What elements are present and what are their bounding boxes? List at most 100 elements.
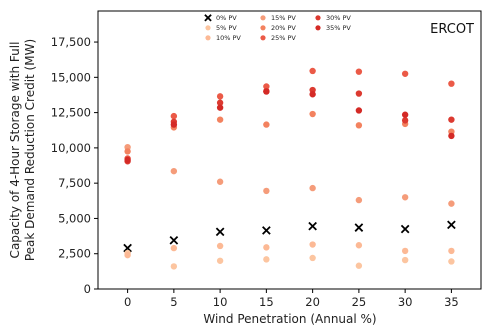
data-point	[216, 242, 224, 250]
data-point	[355, 68, 363, 75]
data-point	[448, 80, 455, 87]
x-tick-label: 30	[398, 295, 413, 309]
data-point	[216, 116, 224, 123]
legend-marker	[315, 25, 321, 31]
legend-item: 25% PV	[260, 34, 296, 42]
data-point	[448, 200, 455, 207]
legend-item: 10% PV	[205, 34, 241, 42]
chart-annotation: ERCOT	[430, 22, 474, 37]
data-point	[448, 116, 455, 123]
data-point	[170, 244, 178, 252]
legend-label: 5% PV	[216, 24, 237, 32]
data-point	[263, 244, 270, 251]
data-point	[215, 227, 225, 237]
y-tick-label: 15,000	[51, 70, 91, 84]
plot-frame	[97, 10, 482, 290]
data-point	[216, 104, 224, 111]
y-axis-label-line-1: Capacity of 4-Hour Storage with Full	[8, 42, 22, 259]
series-2	[124, 241, 455, 259]
data-point	[354, 223, 364, 232]
data-point	[216, 178, 224, 185]
legend-marker	[205, 35, 211, 41]
x-tick-label: 0	[124, 295, 131, 309]
legend-item: 35% PV	[315, 24, 351, 32]
x-marker-stroke	[123, 243, 132, 253]
data-point	[448, 258, 455, 265]
legend-label: 10% PV	[216, 34, 241, 42]
x-marker-stroke	[169, 235, 179, 245]
series-7	[124, 88, 455, 164]
data-point	[401, 256, 409, 264]
y-tick-label: 17,500	[51, 35, 91, 49]
legend: 0% PV 5% PV 10% PV 15% PV 20% PV 25% PV 30% PV…	[204, 14, 351, 42]
plot-area	[97, 10, 482, 290]
legend-item: 15% PV	[260, 14, 296, 22]
data-point	[309, 184, 316, 192]
legend-item: 0% PV	[204, 14, 237, 22]
data-point	[448, 247, 455, 255]
x-tick-label: 5	[170, 295, 177, 309]
data-point	[448, 132, 455, 140]
data-point	[216, 99, 224, 106]
x-tick-label: 35	[444, 295, 459, 309]
y-tick-label: 2,500	[58, 247, 91, 261]
data-point	[309, 110, 316, 118]
legend-item: 30% PV	[315, 14, 351, 22]
x-marker-stroke	[204, 14, 212, 22]
x-marker-stroke	[262, 226, 271, 235]
data-point	[124, 148, 131, 155]
data-point	[309, 67, 316, 75]
x-tick-label: 10	[213, 295, 228, 309]
data-point	[309, 91, 316, 98]
x-axis: 0 5 10 15 20 25 30 35	[124, 289, 459, 309]
x-marker-stroke	[400, 224, 410, 234]
data-point	[263, 83, 270, 90]
x-marker-stroke	[354, 223, 364, 232]
data-point	[355, 242, 363, 249]
data-point	[401, 70, 409, 77]
legend-item: 20% PV	[260, 24, 296, 32]
data-point	[355, 90, 363, 97]
data-point	[401, 194, 409, 201]
y-tick-label: 0	[84, 282, 91, 296]
data-point	[355, 262, 363, 269]
data-point	[216, 93, 224, 100]
data-point	[447, 220, 456, 230]
legend-label: 15% PV	[271, 14, 296, 22]
legend-marker	[260, 15, 266, 21]
data-point	[170, 167, 178, 175]
data-point	[263, 256, 270, 263]
legend-marker	[205, 25, 211, 31]
x-tick-label: 15	[259, 295, 274, 309]
data-point	[355, 122, 363, 129]
y-tick-label: 10,000	[51, 141, 91, 155]
x-tick-label: 25	[352, 295, 367, 309]
data-point	[170, 121, 178, 128]
data-point	[308, 221, 317, 231]
data-point	[262, 226, 271, 235]
legend-marker	[204, 14, 212, 22]
data-point	[309, 241, 316, 248]
y-tick-label: 7,500	[58, 176, 91, 190]
legend-label: 35% PV	[326, 24, 351, 32]
data-point	[170, 112, 178, 120]
data-point	[400, 224, 410, 234]
legend-item: 5% PV	[205, 24, 237, 32]
legend-marker	[260, 35, 266, 41]
data-point	[401, 111, 409, 118]
x-marker-stroke	[215, 227, 225, 237]
legend-marker	[260, 25, 266, 31]
data-point	[263, 88, 270, 95]
data-point	[169, 235, 179, 245]
data-point	[123, 243, 132, 253]
data-point	[124, 251, 131, 259]
data-point	[401, 117, 409, 124]
x-marker-stroke	[447, 220, 456, 230]
data-point	[263, 121, 270, 128]
legend-label: 30% PV	[326, 14, 351, 22]
x-tick-label: 20	[305, 295, 320, 309]
data-point	[216, 257, 224, 264]
legend-label: 25% PV	[271, 34, 296, 42]
data-point	[263, 187, 270, 195]
